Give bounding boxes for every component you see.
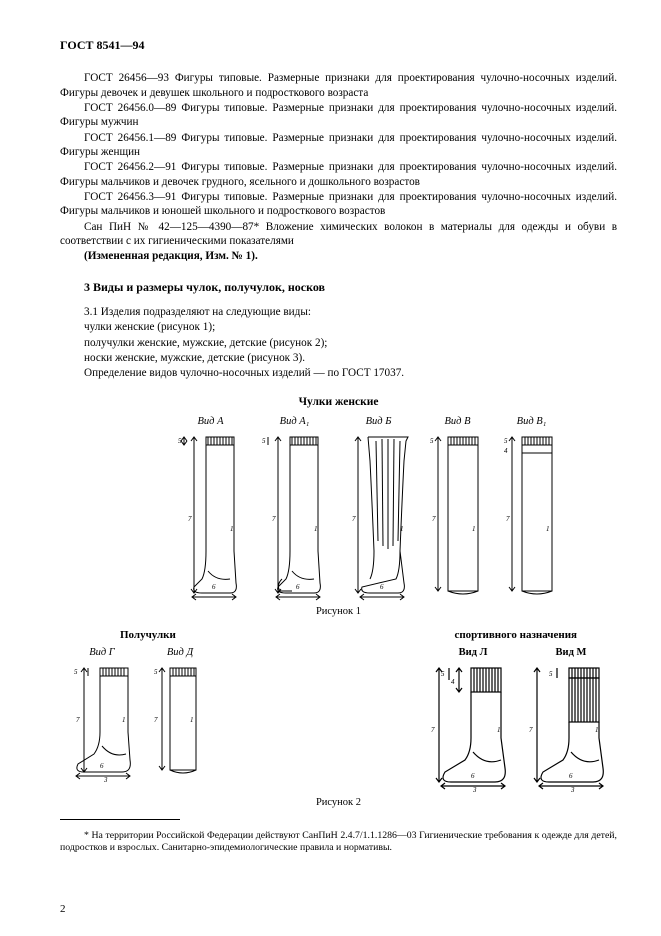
reference-item: ГОСТ 26456.1—89 Фигуры типовые. Размерны… [60, 131, 617, 160]
stocking-view-v: 5 7 1 [424, 431, 492, 601]
svg-text:7: 7 [431, 726, 435, 734]
svg-text:1: 1 [230, 525, 234, 533]
document-header: ГОСТ 8541—94 [60, 38, 617, 53]
svg-text:6: 6 [296, 583, 300, 591]
section-3-line: 3.1 Изделия подразделяют на следующие ви… [60, 305, 617, 319]
section-3-line: получулки женские, мужские, детские (рис… [60, 336, 617, 350]
svg-text:5: 5 [504, 437, 508, 445]
halfstocking-view-d: 5 7 1 [150, 662, 210, 782]
svg-text:5: 5 [430, 437, 434, 445]
svg-text:1: 1 [400, 525, 404, 533]
stocking-view-v1: 5 4 7 1 [498, 431, 566, 601]
figure-2-caption: Рисунок 2 [60, 796, 617, 809]
reference-item: ГОСТ 26456—93 Фигуры типовые. Размерные … [60, 71, 617, 100]
svg-text:4: 4 [451, 678, 455, 686]
stocking-view-a1: 5 7 6 1 [256, 431, 334, 601]
svg-text:5: 5 [549, 670, 553, 678]
figure-1: Вид А [120, 415, 617, 600]
svg-text:4: 4 [504, 447, 508, 455]
svg-text:3: 3 [570, 786, 575, 792]
figure-1-title: Чулки женские [60, 395, 617, 410]
svg-text:1: 1 [497, 726, 501, 734]
footnote-text: * На территории Российской Федерации дей… [60, 830, 617, 854]
svg-text:3: 3 [103, 776, 108, 782]
halfstocking-view-g: 5 7 1 6 3 [60, 662, 144, 782]
figure-1-caption: Рисунок 1 [60, 605, 617, 618]
svg-text:6: 6 [380, 583, 384, 591]
svg-text:6: 6 [212, 583, 216, 591]
svg-text:7: 7 [352, 515, 356, 523]
svg-text:5: 5 [154, 668, 158, 676]
section-3-line: носки женские, мужские, детские (рисунок… [60, 351, 617, 365]
reference-item: Сан ПиН № 42—125—4390—87* Вложение химич… [60, 220, 617, 249]
stocking-view-a: 5 7 6 1 [172, 431, 250, 601]
svg-text:1: 1 [190, 716, 194, 724]
svg-text:3: 3 [472, 786, 477, 792]
svg-text:7: 7 [529, 726, 533, 734]
view-label: Вид М [525, 646, 617, 659]
svg-text:7: 7 [154, 716, 158, 724]
view-label: Вид Д [150, 646, 210, 659]
reference-item: ГОСТ 26456.2—91 Фигуры типовые. Размерны… [60, 160, 617, 189]
figure-2-left: Вид Г [60, 646, 210, 781]
footnote-rule [60, 819, 180, 820]
view-label: Вид Г [60, 646, 144, 659]
reference-item: ГОСТ 26456.0—89 Фигуры типовые. Размерны… [60, 101, 617, 130]
svg-text:7: 7 [506, 515, 510, 523]
section-3-line: Определение видов чулочно-носочных издел… [60, 366, 617, 380]
page-number: 2 [60, 902, 66, 916]
figure-2-right-label: спортивного назначения [454, 628, 577, 642]
section-3-line: чулки женские (рисунок 1); [60, 320, 617, 334]
svg-text:1: 1 [314, 525, 318, 533]
figure-2-left-label: Получулки [120, 628, 176, 642]
svg-text:7: 7 [188, 515, 192, 523]
svg-text:7: 7 [432, 515, 436, 523]
amendment-note: (Измененная редакция, Изм. № 1). [60, 249, 617, 263]
svg-text:1: 1 [595, 726, 599, 734]
view-label: Вид Л [427, 646, 519, 659]
svg-text:5: 5 [262, 437, 266, 445]
view-label: Вид В₁ [498, 415, 566, 428]
svg-text:5: 5 [178, 437, 182, 445]
sport-halfstocking-view-m: 5 7 1 6 3 [525, 662, 617, 792]
sport-halfstocking-view-l: 5 4 7 1 6 3 [427, 662, 519, 792]
view-label: Вид Б [340, 415, 418, 428]
figure-2-right: Вид Л [427, 646, 617, 791]
svg-text:5: 5 [74, 668, 78, 676]
svg-text:5: 5 [441, 670, 445, 678]
svg-text:6: 6 [100, 762, 104, 770]
view-label: Вид А [172, 415, 250, 428]
reference-item: ГОСТ 26456.3—91 Фигуры типовые. Размерны… [60, 190, 617, 219]
svg-text:1: 1 [122, 716, 126, 724]
svg-text:7: 7 [76, 716, 80, 724]
svg-text:7: 7 [272, 515, 276, 523]
section-3-heading: 3 Виды и размеры чулок, получулок, носко… [84, 280, 617, 295]
svg-text:1: 1 [546, 525, 550, 533]
svg-text:6: 6 [569, 772, 573, 780]
view-label: Вид В [424, 415, 492, 428]
view-label: Вид А₁ [256, 415, 334, 428]
svg-text:1: 1 [472, 525, 476, 533]
stocking-view-b: 7 6 1 [340, 431, 418, 601]
svg-text:6: 6 [471, 772, 475, 780]
